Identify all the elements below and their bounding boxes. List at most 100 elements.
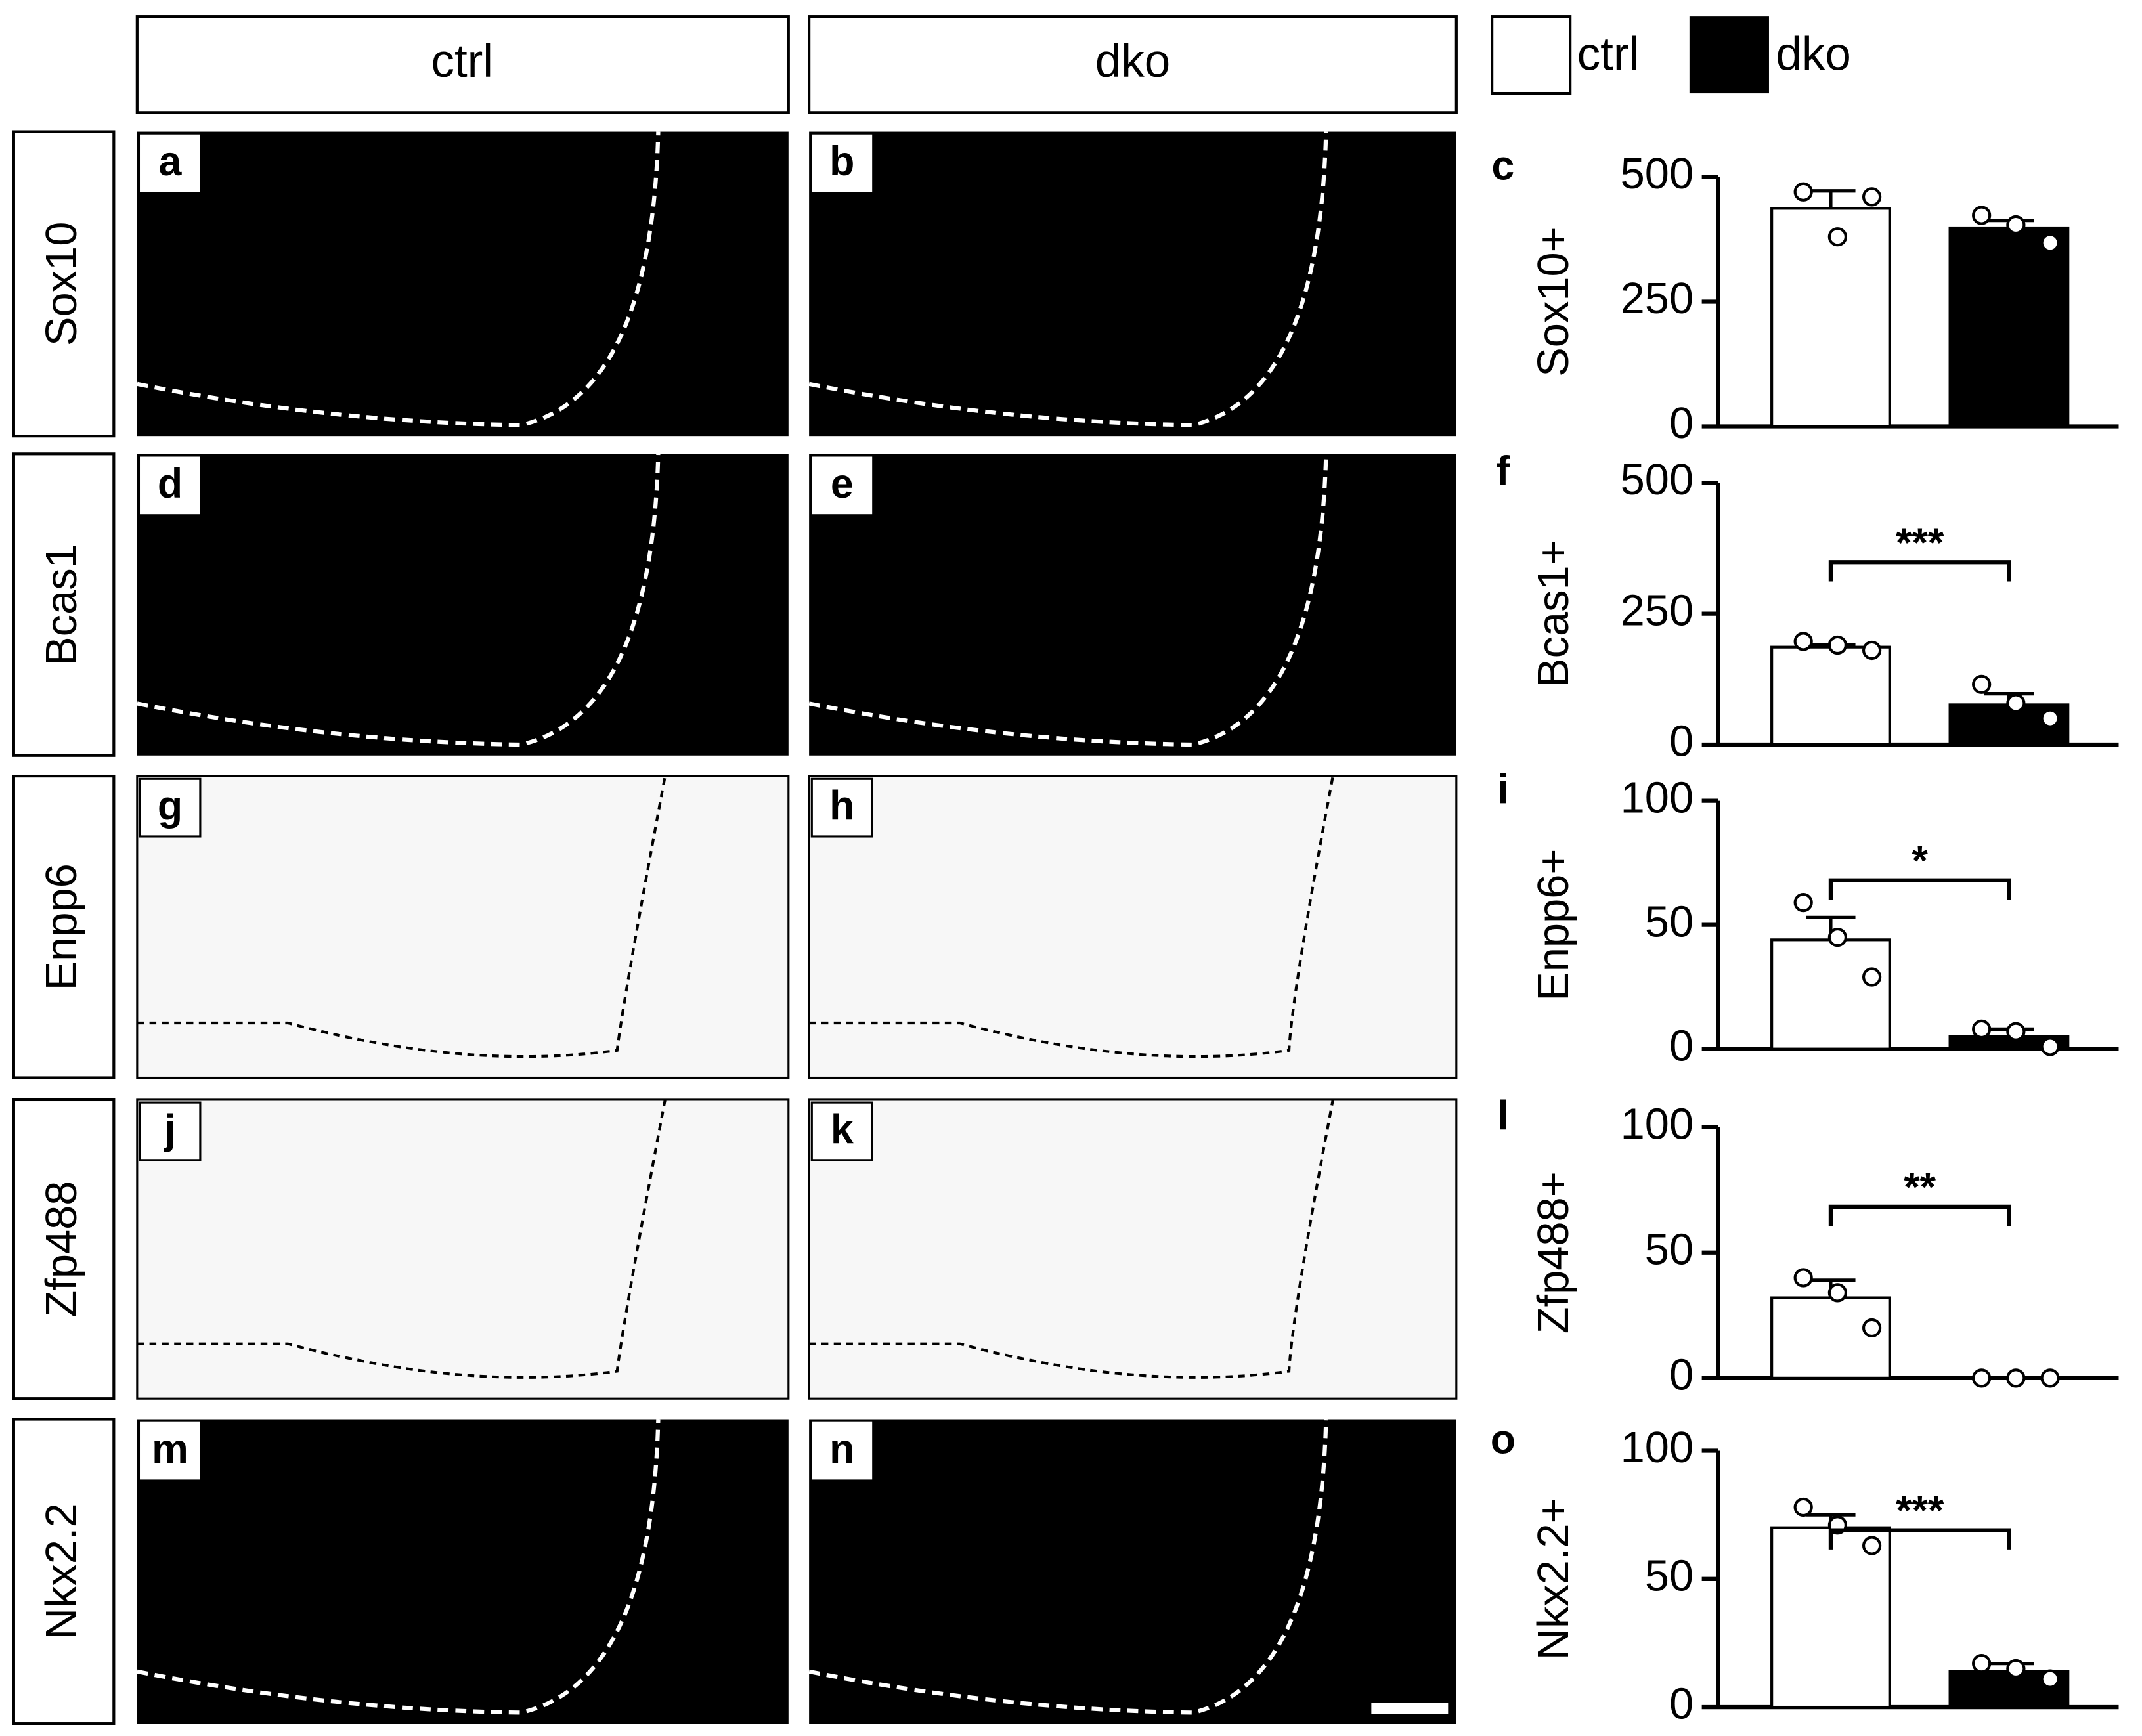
scale-bar (1371, 1703, 1449, 1714)
panel-letter: f (1496, 448, 1510, 494)
panel-letter: i (1497, 767, 1508, 813)
panel-letter-box (812, 134, 873, 192)
y-tick-label: 0 (1669, 399, 1694, 448)
data-point (2006, 1659, 2026, 1679)
data-point (2006, 215, 2026, 235)
y-tick-label: 50 (1645, 1225, 1694, 1274)
row-label-box (12, 1098, 116, 1400)
panel-letter: e (831, 461, 854, 507)
row-label: Bcas1 (37, 544, 86, 666)
y-axis-label: Sox10+ (1529, 227, 1578, 376)
data-point (1827, 635, 1848, 655)
micrograph (137, 131, 789, 437)
bar (1948, 226, 2070, 428)
data-point (2040, 1669, 2060, 1689)
data-point (1827, 927, 1848, 947)
y-tick-label: 0 (1669, 718, 1694, 766)
data-point (1972, 1654, 1992, 1674)
panel-letter: c (1491, 142, 1514, 188)
y-axis-label: Enpp6+ (1529, 849, 1578, 1001)
data-point (1862, 187, 1882, 207)
bar (1770, 1526, 1891, 1709)
data-point (1972, 674, 1992, 694)
data-point (1972, 1368, 1992, 1388)
row-label-box (12, 774, 116, 1079)
panel-letter: n (829, 1426, 854, 1472)
row-label: Enpp6 (37, 863, 86, 990)
legend-label: ctrl (1577, 29, 1640, 81)
data-point (1862, 967, 1882, 987)
panel-letter-box (812, 1421, 873, 1480)
row-label: Nkx2.2 (37, 1503, 86, 1639)
panel-letter: o (1491, 1417, 1516, 1463)
micrograph (808, 1098, 1458, 1400)
panel-letter: k (831, 1107, 854, 1153)
panel-letter: a (159, 139, 183, 184)
y-tick-label: 0 (1669, 1351, 1694, 1400)
data-point (1862, 1318, 1882, 1338)
data-point (2006, 1368, 2026, 1388)
legend-label: dko (1776, 29, 1850, 81)
panel-letter: m (152, 1426, 188, 1472)
data-point (1793, 632, 1813, 651)
legend-swatch (1689, 16, 1769, 94)
bar (1770, 938, 1891, 1051)
y-tick-label: 100 (1621, 773, 1694, 822)
column-header: dko (1095, 35, 1170, 87)
data-point (1862, 640, 1882, 661)
column-header-box (808, 15, 1458, 114)
data-point (2040, 233, 2060, 253)
data-point (1827, 1283, 1848, 1303)
panel-letter: h (829, 783, 854, 829)
bar (1770, 1296, 1891, 1379)
data-point (1827, 227, 1848, 247)
y-tick-label: 250 (1621, 274, 1694, 323)
significance-label: * (1912, 838, 1928, 884)
column-header: ctrl (431, 35, 493, 87)
data-point (1793, 182, 1813, 202)
panel-letter: g (158, 783, 183, 829)
panel-letter: b (829, 139, 854, 184)
micrograph (136, 775, 790, 1079)
row-label-box (12, 452, 116, 757)
data-point (1793, 1268, 1813, 1288)
panel-letter-box (140, 456, 200, 515)
y-tick-label: 250 (1621, 586, 1694, 635)
y-axis-label: Zfp488+ (1529, 1171, 1578, 1334)
row-label: Zfp488 (37, 1181, 86, 1318)
data-point (1972, 206, 1992, 225)
significance-bracket (1828, 560, 2011, 582)
data-point (1793, 893, 1813, 913)
panel-letter-box (139, 777, 202, 838)
panel-letter-box (140, 134, 200, 192)
y-tick-label: 0 (1669, 1022, 1694, 1070)
data-point (1972, 1019, 1992, 1039)
data-point (2040, 708, 2060, 728)
column-header-box (135, 15, 790, 114)
micrograph (136, 1098, 790, 1400)
micrograph (808, 775, 1458, 1079)
bar (1770, 645, 1891, 747)
panel-letter-box (810, 1101, 873, 1161)
micrograph (809, 131, 1456, 437)
panel-letter: d (158, 461, 183, 507)
micrograph (137, 454, 789, 756)
y-axis-label: Nkx2.2+ (1529, 1498, 1578, 1660)
row-label-box (12, 130, 116, 438)
y-tick-label: 50 (1645, 1552, 1694, 1600)
data-point (2040, 1368, 2060, 1388)
data-point (2006, 1022, 2026, 1041)
y-tick-label: 0 (1669, 1680, 1694, 1729)
significance-bracket (1828, 878, 2011, 900)
micrograph (809, 454, 1456, 756)
y-tick-label: 500 (1621, 150, 1694, 198)
panel-letter: l (1497, 1093, 1508, 1139)
y-tick-label: 50 (1645, 898, 1694, 946)
data-point (1793, 1497, 1813, 1517)
significance-bracket (1828, 1528, 2011, 1550)
significance-label: ** (1904, 1164, 1936, 1210)
y-tick-label: 500 (1621, 456, 1694, 504)
panel-letter-box (139, 1101, 202, 1161)
